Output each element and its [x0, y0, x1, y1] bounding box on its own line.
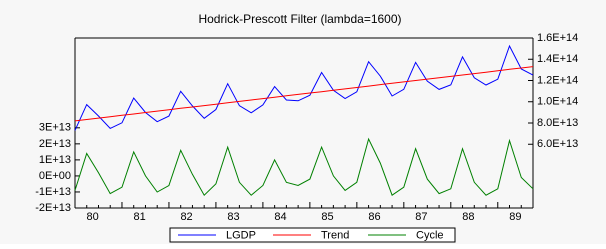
y2-tick-label: 6.0E+13 — [537, 138, 578, 150]
background — [0, 0, 606, 244]
y-tick-label: -1E+13 — [35, 186, 71, 198]
x-tick-label: 82 — [180, 211, 192, 223]
page: Hodrick-Prescott Filter (lambda=1600) -2… — [0, 0, 606, 249]
legend-label: Trend — [321, 229, 349, 241]
y-tick-label: 1E+13 — [39, 154, 71, 166]
x-tick-label: 84 — [274, 211, 286, 223]
x-tick-label: 80 — [86, 211, 98, 223]
x-tick-label: 83 — [227, 211, 239, 223]
y2-tick-label: 1.4E+14 — [537, 53, 578, 65]
x-tick-label: 89 — [509, 211, 521, 223]
y2-tick-label: 8.0E+13 — [537, 117, 578, 129]
x-tick-label: 87 — [415, 211, 427, 223]
x-tick-label: 86 — [368, 211, 380, 223]
y-tick-label: 0E+00 — [39, 170, 71, 182]
y2-tick-label: 1.6E+14 — [537, 32, 578, 44]
y-tick-label: 2E+13 — [39, 138, 71, 150]
legend-label: Cycle — [416, 229, 444, 241]
y-tick-label: -2E+13 — [35, 202, 71, 214]
x-tick-label: 85 — [321, 211, 333, 223]
y2-tick-label: 1.2E+14 — [537, 74, 578, 86]
y2-tick-label: 1.0E+14 — [537, 96, 578, 108]
chart-title: Hodrick-Prescott Filter (lambda=1600) — [198, 12, 401, 26]
x-tick-label: 88 — [462, 211, 474, 223]
x-tick-label: 81 — [133, 211, 145, 223]
chart: Hodrick-Prescott Filter (lambda=1600) -2… — [0, 0, 606, 244]
y-tick-label: 3E+13 — [39, 122, 71, 134]
legend-label: LGDP — [226, 229, 256, 241]
